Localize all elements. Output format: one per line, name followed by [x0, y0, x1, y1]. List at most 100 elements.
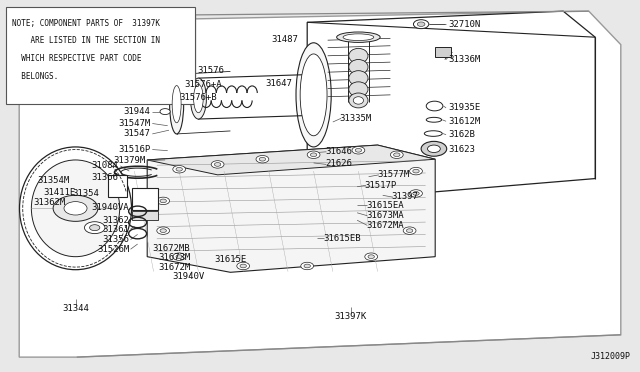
- Text: 31623: 31623: [448, 145, 475, 154]
- Text: 31673MA: 31673MA: [366, 211, 404, 220]
- Bar: [132, 188, 158, 210]
- Circle shape: [426, 101, 443, 111]
- Circle shape: [413, 20, 429, 29]
- Text: 31547M: 31547M: [118, 119, 150, 128]
- Circle shape: [421, 141, 447, 156]
- Circle shape: [90, 225, 100, 231]
- Text: 31576: 31576: [198, 66, 225, 75]
- Polygon shape: [147, 145, 435, 175]
- Text: 31362M: 31362M: [33, 198, 65, 207]
- Circle shape: [301, 262, 314, 270]
- Circle shape: [53, 195, 98, 221]
- Text: 31577M: 31577M: [378, 170, 410, 179]
- Circle shape: [157, 227, 170, 234]
- Ellipse shape: [31, 160, 120, 257]
- Ellipse shape: [337, 32, 380, 42]
- Circle shape: [64, 202, 87, 215]
- Text: ARE LISTED IN THE SECTION IN: ARE LISTED IN THE SECTION IN: [12, 36, 159, 45]
- Text: 31335M: 31335M: [339, 114, 371, 123]
- Ellipse shape: [349, 60, 368, 74]
- Text: NOTE; COMPONENT PARTS OF  31397K: NOTE; COMPONENT PARTS OF 31397K: [12, 19, 159, 28]
- Text: 31397K: 31397K: [335, 312, 367, 321]
- Circle shape: [410, 190, 422, 197]
- Circle shape: [160, 199, 166, 203]
- Ellipse shape: [300, 54, 327, 136]
- Bar: [108, 175, 127, 197]
- Ellipse shape: [426, 117, 442, 122]
- Bar: [435, 47, 451, 57]
- Text: 31379M: 31379M: [114, 156, 146, 165]
- Text: 32710N: 32710N: [448, 20, 480, 29]
- Text: 31366: 31366: [92, 173, 118, 182]
- Text: 31672MA: 31672MA: [366, 221, 404, 230]
- Bar: [132, 211, 158, 220]
- Circle shape: [352, 147, 365, 154]
- Text: 31526M: 31526M: [97, 245, 129, 254]
- Text: 31354M: 31354M: [37, 176, 69, 185]
- Circle shape: [160, 109, 170, 115]
- Text: WHICH RESPECTIVE PART CODE: WHICH RESPECTIVE PART CODE: [12, 54, 141, 63]
- Circle shape: [410, 167, 422, 175]
- Circle shape: [413, 192, 419, 195]
- Bar: [6, 7, 195, 104]
- Text: 31615E: 31615E: [214, 255, 246, 264]
- Text: 31487: 31487: [271, 35, 298, 44]
- Text: 31576+B: 31576+B: [180, 93, 217, 102]
- Circle shape: [413, 169, 419, 173]
- Text: 31517P: 31517P: [365, 181, 397, 190]
- Text: 31336M: 31336M: [448, 55, 480, 64]
- Text: 21626: 21626: [325, 159, 352, 168]
- Text: 31647: 31647: [266, 79, 292, 88]
- Text: 31672MB: 31672MB: [153, 244, 190, 253]
- Ellipse shape: [191, 78, 206, 119]
- Circle shape: [304, 264, 310, 268]
- Circle shape: [390, 151, 403, 158]
- Text: 31646: 31646: [325, 147, 352, 155]
- Circle shape: [403, 227, 416, 234]
- Ellipse shape: [19, 147, 132, 270]
- Text: BELONGS.: BELONGS.: [12, 72, 58, 81]
- Circle shape: [173, 166, 186, 173]
- Text: 31672M: 31672M: [158, 263, 190, 272]
- Circle shape: [157, 197, 170, 205]
- Text: 31615EA: 31615EA: [366, 201, 404, 210]
- Ellipse shape: [193, 84, 204, 113]
- Circle shape: [214, 163, 221, 166]
- Polygon shape: [19, 11, 621, 357]
- Polygon shape: [147, 145, 435, 272]
- Text: 31362: 31362: [102, 216, 129, 225]
- Circle shape: [237, 262, 250, 270]
- Circle shape: [417, 22, 425, 26]
- Text: 31612M: 31612M: [448, 117, 480, 126]
- Circle shape: [307, 151, 320, 158]
- Ellipse shape: [296, 43, 332, 147]
- Ellipse shape: [353, 97, 364, 104]
- Text: 31940VA: 31940VA: [92, 203, 129, 212]
- Text: 31516P: 31516P: [118, 145, 150, 154]
- Text: 31940V: 31940V: [173, 272, 205, 281]
- Circle shape: [240, 264, 246, 268]
- Text: 31356: 31356: [102, 235, 129, 244]
- Circle shape: [256, 155, 269, 163]
- Circle shape: [211, 161, 224, 168]
- Text: J312009P: J312009P: [590, 352, 630, 361]
- Ellipse shape: [349, 71, 368, 86]
- Circle shape: [84, 222, 105, 234]
- Text: 31935E: 31935E: [448, 103, 480, 112]
- Circle shape: [394, 153, 400, 157]
- Circle shape: [176, 167, 182, 171]
- Text: 31397: 31397: [392, 192, 419, 201]
- Ellipse shape: [343, 34, 374, 41]
- Circle shape: [365, 253, 378, 260]
- Circle shape: [259, 157, 266, 161]
- Circle shape: [428, 145, 440, 153]
- Circle shape: [406, 229, 413, 232]
- Text: 31547: 31547: [124, 129, 150, 138]
- Text: 31615EB: 31615EB: [323, 234, 361, 243]
- Text: 31411E: 31411E: [44, 188, 76, 197]
- Text: 31084: 31084: [92, 161, 118, 170]
- Circle shape: [160, 229, 166, 232]
- Circle shape: [310, 153, 317, 157]
- Ellipse shape: [424, 131, 442, 136]
- Ellipse shape: [349, 82, 368, 97]
